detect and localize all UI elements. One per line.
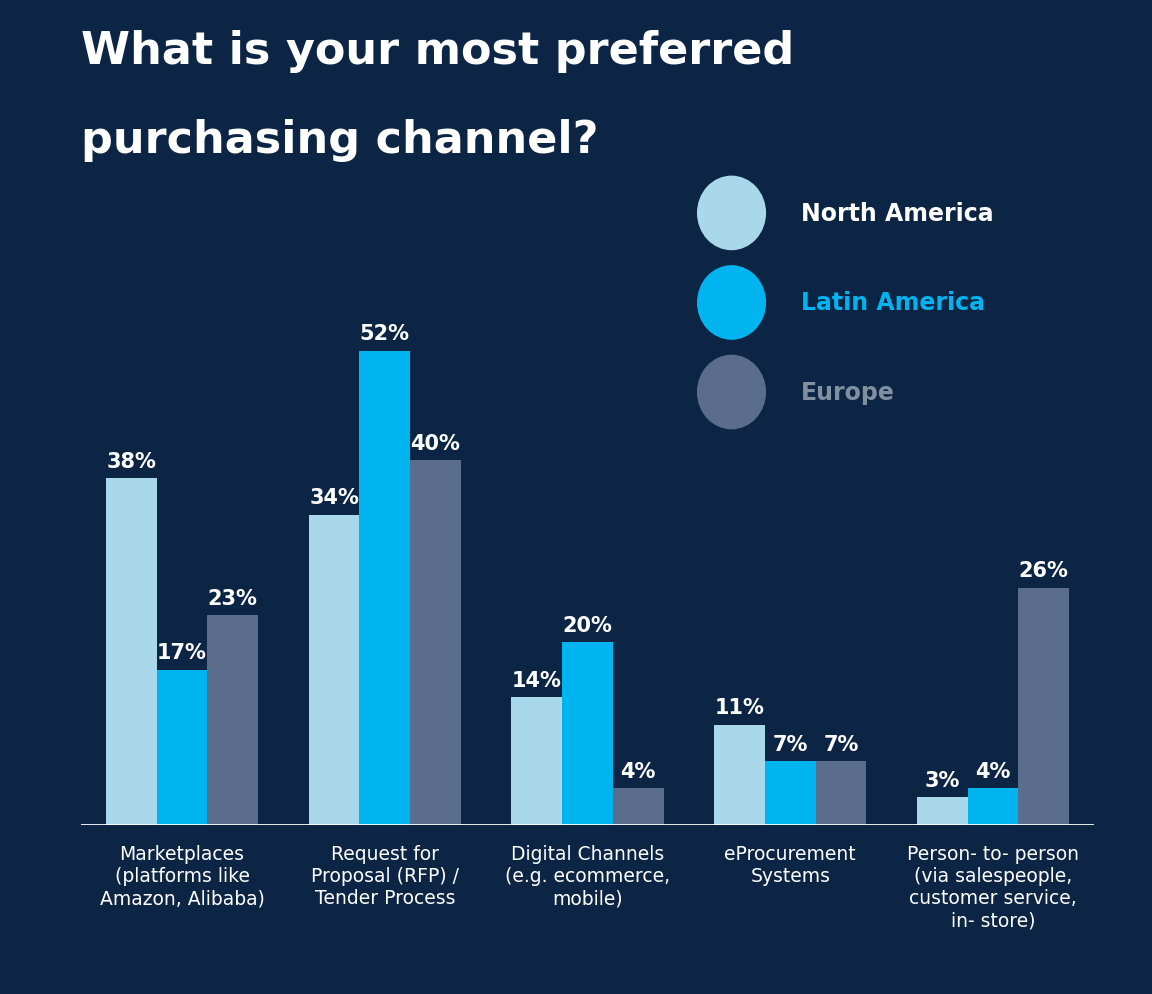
Text: 26%: 26% <box>1018 561 1069 580</box>
Text: Latin America: Latin America <box>801 291 985 315</box>
Bar <box>1018 588 1069 825</box>
Bar <box>765 761 816 825</box>
Bar <box>359 351 410 825</box>
Bar <box>106 479 157 825</box>
Bar <box>157 670 207 825</box>
Text: purchasing channel?: purchasing channel? <box>81 119 598 162</box>
Text: 34%: 34% <box>309 488 359 508</box>
Text: 20%: 20% <box>562 615 613 635</box>
Bar <box>207 615 258 825</box>
Bar <box>613 788 664 825</box>
Text: 7%: 7% <box>773 734 808 753</box>
Text: 7%: 7% <box>824 734 858 753</box>
Bar <box>309 515 359 825</box>
Bar <box>816 761 866 825</box>
Text: 23%: 23% <box>207 588 258 608</box>
Text: 3%: 3% <box>925 770 960 790</box>
Bar <box>562 643 613 825</box>
Bar <box>410 460 461 825</box>
Text: North America: North America <box>801 202 993 226</box>
Text: 4%: 4% <box>976 761 1010 781</box>
Text: Europe: Europe <box>801 381 894 405</box>
Text: 14%: 14% <box>511 670 562 690</box>
Text: 38%: 38% <box>106 451 157 471</box>
Text: 40%: 40% <box>410 433 461 453</box>
Text: 52%: 52% <box>359 324 410 344</box>
Text: What is your most preferred: What is your most preferred <box>81 30 794 73</box>
Text: 17%: 17% <box>157 643 207 663</box>
Text: 4%: 4% <box>621 761 655 781</box>
Bar <box>968 788 1018 825</box>
Text: 11%: 11% <box>714 698 765 718</box>
Bar <box>714 725 765 825</box>
Bar <box>511 698 562 825</box>
Bar <box>917 797 968 825</box>
